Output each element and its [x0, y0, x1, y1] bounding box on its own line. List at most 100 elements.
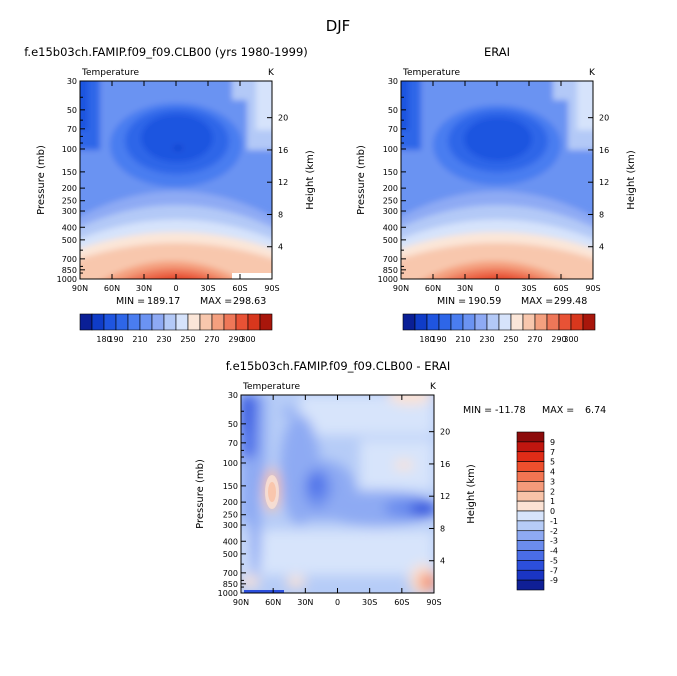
panel-erai-stats: MIN = 190.59 MAX = 299.48 — [437, 296, 587, 307]
panel-diff-stats: MIN = -11.78 MAX = 6.74 — [463, 405, 606, 416]
panel-diff-ylabel: Pressure (mb) — [195, 459, 206, 529]
panel-erai-ylabel-right: Height (km) — [626, 150, 637, 210]
colorbar-box — [516, 441, 545, 453]
colorbar-box — [516, 569, 545, 581]
y-right-tick-label: 4 — [278, 243, 283, 252]
panel-model-max: 298.63 — [233, 296, 266, 307]
x-tick-label: 30N — [297, 598, 313, 607]
panel-diff-min-label: MIN = — [463, 405, 492, 416]
x-tick-label: 0 — [494, 284, 499, 293]
y-tick-label: 500 — [223, 550, 238, 559]
colorbar-box — [223, 313, 237, 331]
colorbar-box — [474, 313, 488, 331]
y-right-tick-label: 8 — [278, 210, 283, 219]
panel-model-title: f.e15b03ch.FAMIP.f09_f09.CLB00 (yrs 1980… — [24, 45, 308, 59]
colorbar-label: 180 — [96, 335, 111, 344]
panel-erai-field — [401, 81, 593, 279]
panel-model-variable: Temperature — [81, 68, 139, 78]
colorbar-box — [516, 550, 545, 561]
colorbar-label: 230 — [479, 335, 494, 344]
colorbar-box — [115, 313, 129, 331]
colorbar-box — [516, 431, 545, 443]
panel-erai-max-label: MAX = — [521, 296, 553, 307]
y-tick-label: 50 — [67, 106, 77, 115]
y-right-tick-label: 12 — [278, 178, 288, 187]
colorbar-box — [414, 313, 428, 331]
colorbar-label: 2 — [550, 487, 555, 496]
y-right-tick-label: 20 — [440, 428, 450, 437]
x-tick-label: 90N — [393, 284, 409, 293]
y-tick-label: 700 — [383, 255, 398, 264]
x-tick-label: 0 — [335, 598, 340, 607]
colorbar-box — [516, 530, 545, 541]
colorbar-box — [510, 313, 524, 331]
panel-diff-variable: Temperature — [242, 382, 300, 392]
x-tick-label: 90S — [264, 284, 279, 293]
y-tick-label: 50 — [388, 106, 398, 115]
figure-title: DJF — [326, 17, 351, 35]
colorbar-box — [516, 579, 545, 591]
colorbar-label: 290 — [551, 335, 566, 344]
y-right-tick-label: 12 — [599, 178, 609, 187]
x-tick-label: 60S — [394, 598, 409, 607]
x-tick-label: 90S — [426, 598, 441, 607]
y-tick-label: 200 — [223, 498, 238, 507]
y-tick-label: 700 — [62, 255, 77, 264]
x-tick-label: 60S — [553, 284, 568, 293]
x-tick-label: 30S — [521, 284, 536, 293]
panel-diff-max: 6.74 — [585, 405, 606, 416]
colorbar-box — [498, 313, 512, 331]
y-tick-label: 200 — [62, 184, 77, 193]
x-tick-label: 60N — [265, 598, 281, 607]
colorbar-box — [139, 313, 153, 331]
colorbar-label: 230 — [156, 335, 171, 344]
panel-diff-max-label: MAX = — [542, 405, 574, 416]
y-tick-label: 300 — [223, 521, 238, 530]
colorbar-box — [199, 313, 213, 331]
colorbar-label: -7 — [550, 566, 558, 575]
panel-diff-field — [241, 395, 434, 593]
colorbar-box — [534, 313, 548, 331]
colorbar-box — [402, 313, 416, 331]
x-tick-label: 30S — [362, 598, 377, 607]
colorbar-box — [259, 313, 273, 331]
colorbar-box — [516, 461, 545, 472]
colorbar-box — [103, 313, 117, 331]
y-tick-label: 70 — [67, 125, 77, 134]
panel-model: f.e15b03ch.FAMIP.f09_f09.CLB00 (yrs 1980… — [24, 45, 316, 344]
y-tick-label: 300 — [62, 207, 77, 216]
colorbar-box — [516, 540, 545, 551]
y-tick-label: 500 — [383, 236, 398, 245]
colorbar-label: 5 — [550, 458, 555, 467]
colorbar-label: 1 — [550, 497, 555, 506]
x-tick-label: 90S — [585, 284, 600, 293]
x-tick-label: 30N — [457, 284, 473, 293]
x-tick-label: 90N — [233, 598, 249, 607]
colorbar-box — [79, 313, 93, 331]
y-tick-label: 500 — [62, 236, 77, 245]
colorbar-box — [151, 313, 165, 331]
x-tick-label: 90N — [72, 284, 88, 293]
colorbar-box — [91, 313, 105, 331]
y-tick-label: 70 — [388, 125, 398, 134]
panel-model-axes: 305070100150200250300400500700850100090N… — [57, 77, 289, 293]
y-tick-label: 30 — [67, 77, 77, 86]
y-tick-label: 700 — [223, 569, 238, 578]
colorbar-box — [516, 490, 545, 502]
y-tick-label: 400 — [223, 537, 238, 546]
y-tick-label: 850 — [223, 580, 238, 589]
x-tick-label: 30N — [136, 284, 152, 293]
colorbar-box — [516, 481, 545, 492]
panel-diff-units: K — [430, 382, 437, 392]
colorbar-label: 300 — [240, 335, 255, 344]
panel-model-ylabel-right: Height (km) — [305, 150, 316, 210]
y-right-tick-label: 4 — [440, 557, 445, 566]
y-tick-label: 400 — [383, 223, 398, 232]
colorbar-label: 270 — [527, 335, 542, 344]
colorbar-box — [175, 313, 189, 331]
colorbar-label: 0 — [550, 507, 555, 516]
colorbar-box — [546, 313, 560, 331]
y-tick-label: 400 — [62, 223, 77, 232]
colorbar-box — [516, 471, 545, 482]
